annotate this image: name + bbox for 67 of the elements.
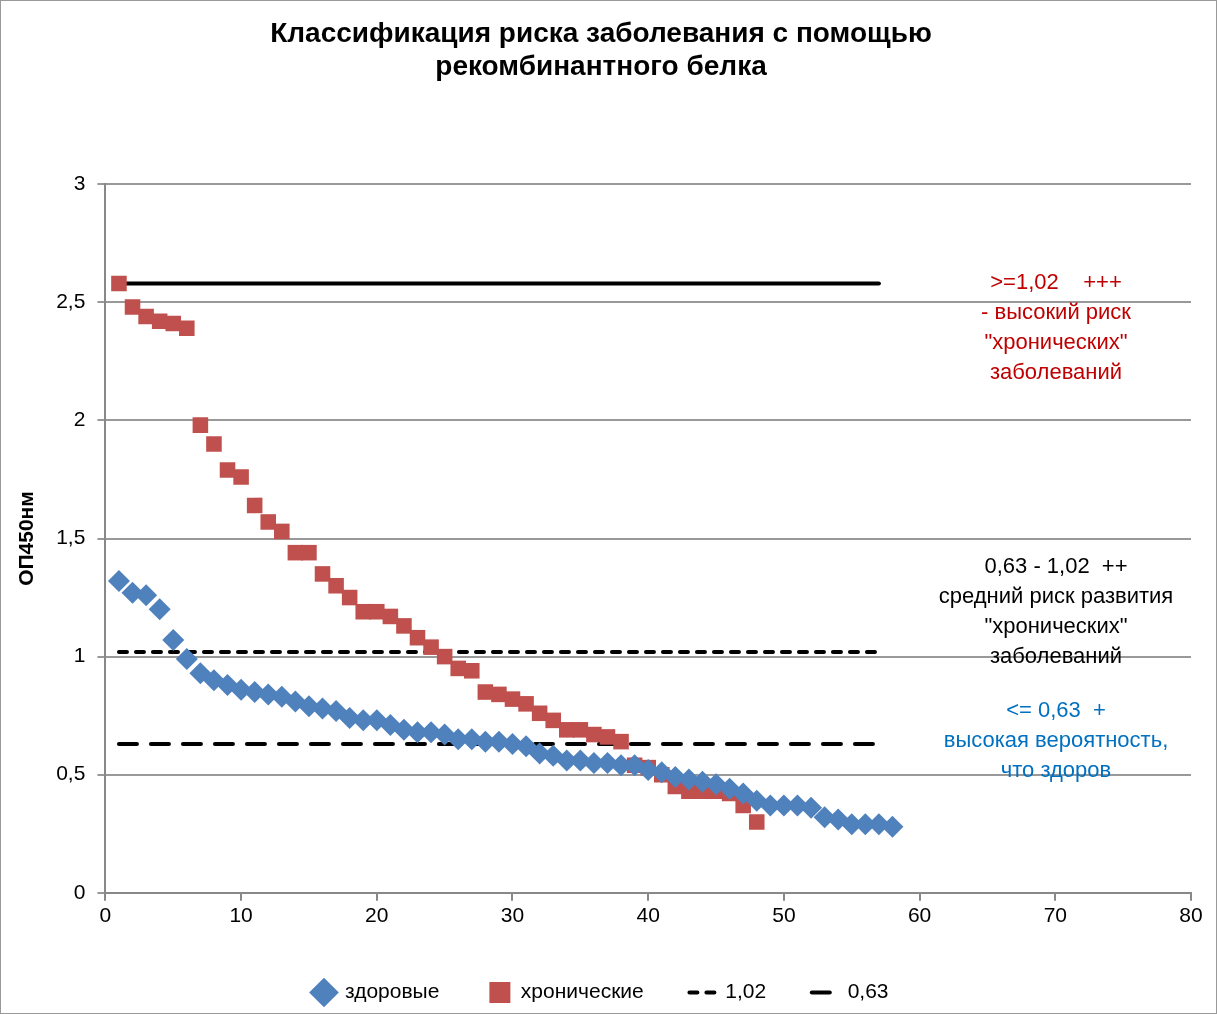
point: [219, 462, 236, 478]
legend-label: здоровые: [344, 979, 440, 1003]
legend-label: 0,63: [847, 979, 889, 1003]
x-tick-label: 10: [229, 903, 253, 927]
point: [206, 436, 222, 452]
x-tick-label: 70: [1043, 903, 1067, 927]
point: [260, 514, 277, 530]
point: [325, 699, 348, 722]
point: [504, 691, 521, 707]
legend-label: 1,02: [725, 979, 767, 1003]
point: [162, 629, 185, 652]
y-tick-label: 1,5: [56, 525, 86, 549]
point: [135, 584, 158, 607]
point: [881, 815, 904, 838]
point: [165, 315, 182, 332]
point: [491, 686, 507, 703]
y-axis-title: ОП450нм: [14, 491, 38, 586]
y-tick-label: 0: [73, 879, 86, 903]
point: [301, 544, 317, 561]
point: [464, 662, 480, 679]
point: [192, 417, 209, 433]
point: [545, 712, 561, 729]
point: [179, 320, 195, 337]
x-tick-label: 60: [907, 903, 932, 927]
legend-label: хронические: [520, 979, 644, 1003]
point: [189, 662, 212, 685]
point: [396, 618, 412, 634]
x-tick-label: 80: [1179, 903, 1203, 927]
point: [827, 808, 850, 831]
annotation: <= 0,63 + высокая вероятность, что здоров: [943, 696, 1169, 782]
annotation: >=1,02 +++ - высокий риск "хронических" заболеваний: [981, 269, 1132, 385]
point: [369, 603, 385, 620]
point: [314, 566, 331, 582]
point: [613, 733, 629, 750]
x-tick-label: 20: [365, 903, 389, 927]
point: [423, 639, 439, 655]
point: [107, 570, 130, 593]
point: [246, 497, 263, 514]
point: [599, 729, 616, 745]
point: [341, 589, 358, 606]
chart-title: Классификация риска заболевания с помощью рекомбинантного белка: [270, 16, 932, 82]
annotation: 0,63 - 1,02 ++ средний риск развития "хронических" заболеваний: [938, 552, 1174, 668]
point: [124, 299, 141, 315]
point: [515, 735, 538, 758]
point: [233, 469, 249, 485]
y-tick-label: 3: [73, 171, 86, 194]
point: [518, 696, 534, 712]
x-tick-label: 50: [772, 903, 796, 927]
y-tick-label: 0,5: [56, 761, 86, 785]
y-tick-label: 2,5: [56, 289, 86, 313]
point: [175, 647, 198, 670]
point: [732, 782, 755, 805]
point: [274, 523, 290, 540]
point: [284, 690, 307, 713]
point: [800, 796, 823, 819]
point: [572, 722, 589, 738]
y-tick-label: 2: [73, 407, 86, 431]
point: [436, 648, 453, 665]
y-tick-label: 1: [73, 643, 86, 667]
x-tick-label: 0: [99, 903, 112, 927]
point: [111, 275, 127, 292]
x-tick-label: 40: [636, 903, 660, 927]
point: [148, 598, 171, 621]
point: [328, 577, 344, 594]
point: [748, 814, 765, 830]
point: [138, 308, 154, 325]
x-tick-label: 30: [500, 903, 525, 927]
